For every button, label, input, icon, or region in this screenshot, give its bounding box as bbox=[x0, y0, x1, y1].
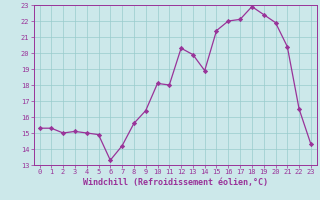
X-axis label: Windchill (Refroidissement éolien,°C): Windchill (Refroidissement éolien,°C) bbox=[83, 178, 268, 187]
